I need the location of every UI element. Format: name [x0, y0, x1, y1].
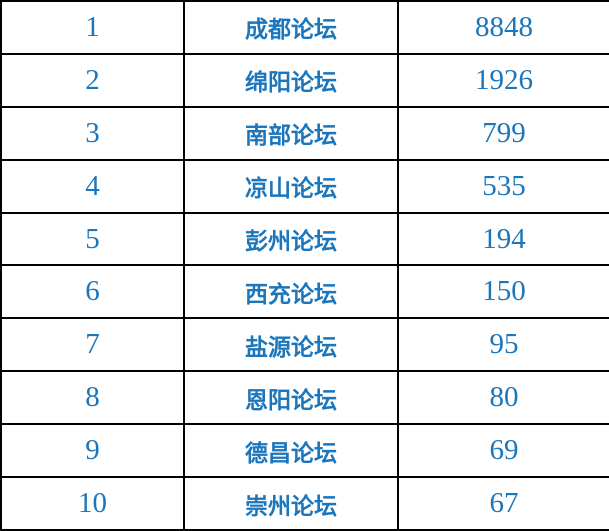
rank-cell: 3: [0, 105, 185, 161]
forum-name-cell: 成都论坛: [183, 0, 399, 55]
count-cell: 8848: [397, 0, 609, 55]
forum-name-cell: 崇州论坛: [183, 476, 399, 531]
count-cell: 95: [397, 317, 609, 373]
table-row: 3 南部论坛 799: [0, 105, 609, 161]
count-cell: 194: [397, 211, 609, 267]
forum-name-cell: 盐源论坛: [183, 317, 399, 373]
forum-name-cell: 彭州论坛: [183, 211, 399, 267]
rank-cell: 9: [0, 423, 185, 479]
table-row: 10 崇州论坛 67: [0, 476, 609, 531]
forum-name-cell: 德昌论坛: [183, 423, 399, 479]
rank-cell: 10: [0, 476, 185, 531]
count-cell: 150: [397, 264, 609, 320]
table-row: 5 彭州论坛 194: [0, 211, 609, 267]
rank-cell: 2: [0, 52, 185, 108]
count-cell: 1926: [397, 52, 609, 108]
rank-cell: 4: [0, 158, 185, 214]
forum-name-cell: 绵阳论坛: [183, 52, 399, 108]
rank-cell: 6: [0, 264, 185, 320]
forum-name-cell: 西充论坛: [183, 264, 399, 320]
count-cell: 799: [397, 105, 609, 161]
table-row: 9 德昌论坛 69: [0, 423, 609, 479]
count-cell: 80: [397, 370, 609, 426]
forum-name-cell: 南部论坛: [183, 105, 399, 161]
count-cell: 69: [397, 423, 609, 479]
table-row: 8 恩阳论坛 80: [0, 370, 609, 426]
rank-cell: 5: [0, 211, 185, 267]
table-row: 1 成都论坛 8848: [0, 0, 609, 55]
rank-cell: 8: [0, 370, 185, 426]
count-cell: 535: [397, 158, 609, 214]
forum-name-cell: 恩阳论坛: [183, 370, 399, 426]
forum-name-cell: 凉山论坛: [183, 158, 399, 214]
rank-cell: 1: [0, 0, 185, 55]
count-cell: 67: [397, 476, 609, 531]
table-row: 6 西充论坛 150: [0, 264, 609, 320]
rank-cell: 7: [0, 317, 185, 373]
table-row: 2 绵阳论坛 1926: [0, 52, 609, 108]
table-row: 4 凉山论坛 535: [0, 158, 609, 214]
table-row: 7 盐源论坛 95: [0, 317, 609, 373]
